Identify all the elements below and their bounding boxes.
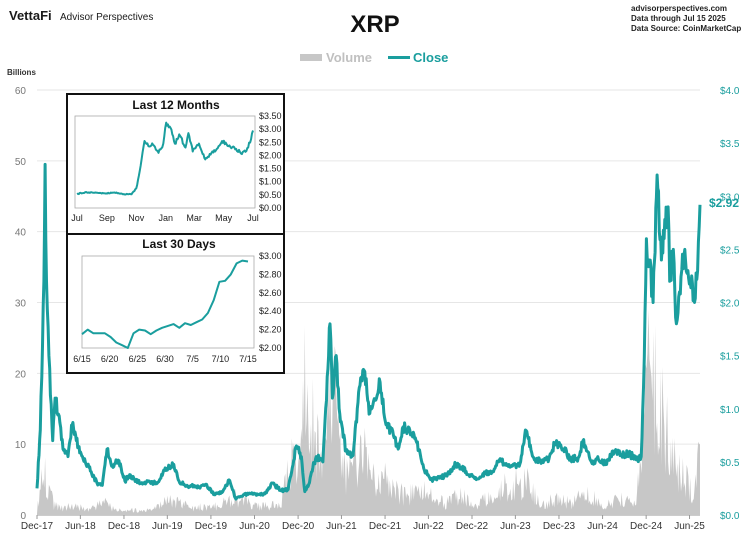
inset-30d-x-tick: 6/30 (156, 354, 174, 364)
inset-12m-x-tick: Mar (186, 213, 202, 223)
legend-close-label: Close (413, 50, 448, 65)
inset-12m-line (76, 121, 254, 196)
inset-30d-x-tick: 7/15 (239, 354, 257, 364)
y-axis-left-label: Billions (7, 68, 36, 77)
inset-30d-title: Last 30 Days (142, 237, 216, 251)
inset-12m-x-tick: May (215, 213, 233, 223)
inset-30d-y-tick: $3.00 (259, 251, 282, 261)
inset-12m-x-tick: Jul (247, 213, 259, 223)
inset-30d-plot (81, 255, 255, 349)
left-tick-label: 50 (15, 157, 27, 168)
inset-12m-y-tick: $0.50 (259, 190, 282, 200)
inset-12m-y-tick: $1.00 (259, 177, 282, 187)
right-tick-label: $3.0 (720, 192, 740, 203)
left-axis-ticks: 0 10 20 30 40 50 60 (15, 86, 27, 522)
inset-30d-y-tick: $2.20 (259, 325, 282, 335)
right-axis-ticks: $0.0 $0.5 $1.0 $1.5 $2.0 $2.5 $3.0 $3.5 $4.0 (720, 86, 740, 522)
x-tick-label: Jun-24 (587, 521, 618, 532)
inset-12m-y-tick: $1.50 (259, 164, 282, 174)
x-tick-label: Dec-19 (195, 521, 228, 532)
inset-12m-y-ticks: $0.00 $0.50 $1.00 $1.50 $2.00 $2.50 $3.00 $3.50 (259, 111, 282, 213)
x-tick-label: Jun-18 (65, 521, 96, 532)
x-tick-label: Jun-25 (674, 521, 705, 532)
source-line-2: Data through Jul 15 2025 (631, 14, 726, 23)
x-tick-label: Dec-24 (630, 521, 663, 532)
source-line-1: advisorperspectives.com (631, 4, 727, 13)
inset-12m-x-tick: Jan (158, 213, 173, 223)
x-tick-label: Dec-22 (456, 521, 489, 532)
inset-30d-y-tick: $2.40 (259, 306, 282, 316)
inset-30d-x-tick: 6/20 (101, 354, 119, 364)
x-tick-label: Jun-22 (413, 521, 444, 532)
volume-area (37, 309, 700, 515)
inset-30d-line (81, 259, 249, 349)
inset-30d-y-ticks: $2.00 $2.20 $2.40 $2.60 $2.80 $3.00 (259, 251, 282, 353)
inset-30d-x-tick: 7/10 (212, 354, 230, 364)
x-tick-label: Jun-19 (152, 521, 183, 532)
inset-12m-y-tick: $0.00 (259, 203, 282, 213)
last-value-label: $2.92 (709, 196, 739, 210)
right-tick-label: $4.0 (720, 86, 740, 97)
left-tick-label: 40 (15, 228, 27, 239)
legend-volume-label: Volume (326, 50, 372, 65)
inset-12m-title: Last 12 Months (132, 98, 220, 112)
x-tick-label: Jun-21 (326, 521, 357, 532)
brand-logo: VettaFi (9, 8, 52, 23)
x-tick-label: Dec-21 (369, 521, 402, 532)
right-tick-label: $1.5 (720, 352, 740, 363)
inset-12m-x-tick: Nov (128, 213, 145, 223)
brand-name: Advisor Perspectives (60, 12, 153, 23)
x-tick-label: Dec-20 (282, 521, 315, 532)
x-tick-label: Jun-23 (500, 521, 531, 532)
close-line (35, 162, 702, 501)
x-axis-ticks: Dec-17 Jun-18 Dec-18 Jun-19 Dec-19 Jun-20 Dec-… (21, 515, 705, 532)
inset-12m-y-tick: $3.50 (259, 111, 282, 121)
right-tick-label: $2.5 (720, 245, 740, 256)
left-tick-label: 20 (15, 369, 27, 380)
right-tick-label: $0.5 (720, 458, 740, 469)
inset-12m-x-tick: Sep (99, 213, 115, 223)
inset-12m-y-tick: $2.00 (259, 150, 282, 160)
inset-30d-x-tick: 6/25 (129, 354, 147, 364)
inset-30d-x-tick: 7/5 (186, 354, 199, 364)
inset-30d-y-tick: $2.60 (259, 288, 282, 298)
left-tick-label: 60 (15, 86, 27, 97)
inset-12m-x-ticks: Jul Sep Nov Jan Mar May Jul (71, 213, 259, 223)
right-tick-label: $2.0 (720, 299, 740, 310)
inset-30d-y-tick: $2.80 (259, 269, 282, 279)
inset-12m-y-tick: $2.50 (259, 137, 282, 147)
right-tick-label: $0.0 (720, 511, 740, 522)
left-tick-label: 30 (15, 299, 27, 310)
left-tick-label: 0 (20, 511, 26, 522)
x-tick-label: Dec-17 (21, 521, 54, 532)
left-tick-label: 10 (15, 440, 27, 451)
inset-12m-x-tick: Jul (71, 213, 83, 223)
source-line-3: Data Source: CoinMarketCap (631, 24, 741, 33)
inset-30d-x-ticks: 6/15 6/20 6/25 6/30 7/5 7/10 7/15 (73, 354, 257, 364)
right-tick-label: $1.0 (720, 405, 740, 416)
inset-30d-y-tick: $2.00 (259, 343, 282, 353)
x-tick-label: Jun-20 (239, 521, 270, 532)
legend-volume-swatch (300, 54, 322, 61)
inset-30d-x-tick: 6/15 (73, 354, 91, 364)
inset-12m-y-tick: $3.00 (259, 124, 282, 134)
right-tick-label: $3.5 (720, 139, 740, 150)
x-tick-label: Dec-23 (543, 521, 576, 532)
page-title: XRP (350, 11, 399, 38)
x-tick-label: Dec-18 (108, 521, 141, 532)
